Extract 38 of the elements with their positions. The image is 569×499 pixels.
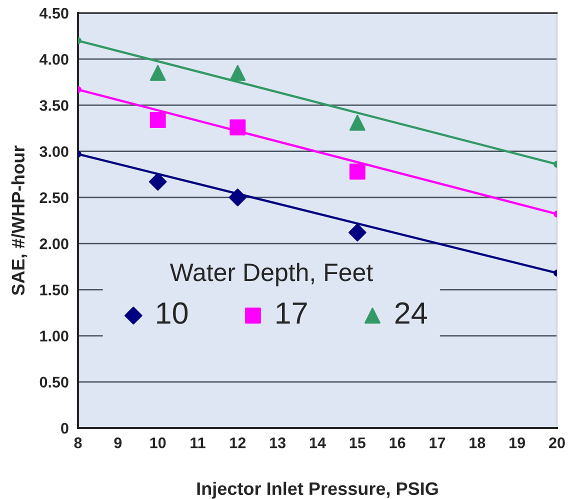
x-tick-label: 18 bbox=[470, 437, 486, 448]
legend-label: 24 bbox=[395, 302, 427, 324]
point bbox=[349, 164, 366, 180]
y-tick-label: 1.00 bbox=[40, 330, 68, 342]
legend-label: 17 bbox=[276, 302, 307, 324]
point bbox=[148, 172, 167, 191]
y-tick-label: 1.50 bbox=[40, 284, 68, 296]
y-tick-label: 2.50 bbox=[40, 192, 68, 204]
y-tick-label: 2.00 bbox=[40, 238, 68, 250]
y-tick-label: 3.00 bbox=[40, 146, 68, 158]
x-tick-label: 19 bbox=[510, 437, 526, 448]
point bbox=[348, 224, 366, 242]
x-tick-label: 17 bbox=[430, 438, 446, 448]
x-tick-label: 15 bbox=[350, 438, 366, 448]
x-axis-title: Injector Inlet Pressure, PSIG bbox=[197, 482, 438, 499]
x-tick-label: 9 bbox=[114, 437, 122, 448]
y-tick-label: 4.50 bbox=[39, 8, 68, 19]
x-tick-label: 12 bbox=[230, 437, 246, 448]
x-tick-label: 20 bbox=[549, 437, 565, 448]
x-tick-label: 8 bbox=[74, 437, 82, 448]
y-tick-label: 0.50 bbox=[40, 376, 68, 388]
y-axis-title: SAE, #/WHP-hour bbox=[11, 146, 28, 296]
legend-label: 10 bbox=[157, 302, 188, 324]
x-tick-label: 11 bbox=[190, 438, 206, 448]
y-tick-label: 4.00 bbox=[39, 54, 68, 65]
point bbox=[150, 112, 166, 128]
point bbox=[228, 188, 247, 206]
point bbox=[230, 119, 246, 136]
point bbox=[230, 64, 246, 81]
x-tick-label: 14 bbox=[310, 438, 326, 448]
x-tick-label: 16 bbox=[390, 437, 406, 448]
legend-title: Water Depth, Feet bbox=[170, 262, 373, 286]
y-tick-label: 3.50 bbox=[40, 100, 68, 111]
point bbox=[349, 114, 366, 131]
x-tick-label: 10 bbox=[150, 437, 166, 448]
x-tick-label: 13 bbox=[270, 437, 286, 448]
y-tick-label: 0 bbox=[61, 422, 68, 434]
point bbox=[150, 64, 166, 81]
